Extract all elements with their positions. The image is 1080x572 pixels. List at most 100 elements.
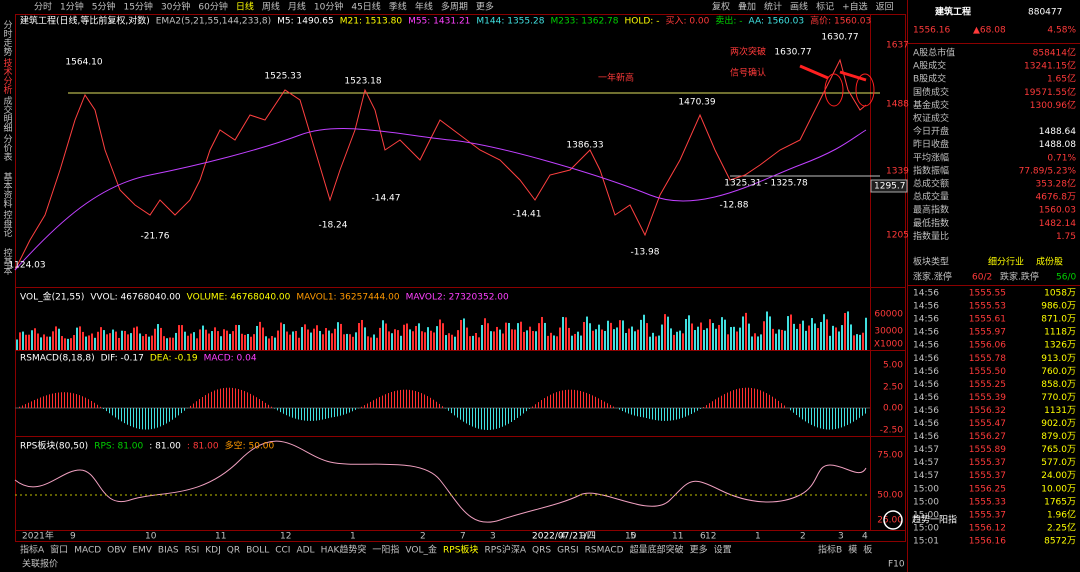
indicator-value: M233: 1362.78 — [550, 17, 618, 27]
tool-button[interactable]: 叠加 — [738, 2, 756, 13]
side-tab[interactable]: 技术分析 — [2, 57, 13, 95]
indicator-tab[interactable]: 模 — [848, 545, 857, 556]
macd-bar — [394, 391, 395, 408]
volume-bar — [37, 333, 39, 350]
volume-bar — [298, 337, 300, 350]
period-tab[interactable]: 45日线 — [351, 1, 380, 13]
stat-label: 最高指数 — [913, 204, 949, 216]
period-tab[interactable]: 年线 — [415, 1, 433, 13]
price-axis-label: 1637 — [886, 41, 909, 51]
volume-bar — [508, 323, 510, 350]
indicator-tab[interactable]: MACD — [74, 546, 101, 556]
period-tab[interactable]: 月线 — [288, 1, 306, 13]
indicator-tab[interactable]: 指标B — [818, 544, 842, 556]
period-tab[interactable]: 1分钟 — [60, 1, 84, 13]
volume-bar — [127, 334, 129, 350]
x-axis-label: 11 — [215, 532, 226, 542]
macd-bar — [205, 395, 206, 408]
volume-bar — [499, 329, 501, 350]
indicator-tab[interactable]: EMV — [132, 546, 152, 556]
macd-bar — [274, 408, 275, 409]
macd-bar — [268, 404, 269, 408]
indicator-tab[interactable]: 超量底部突破 — [630, 544, 684, 556]
x-axis-label: 1 — [755, 532, 761, 542]
indicator-tab[interactable]: 更多 — [690, 544, 708, 556]
period-tab[interactable]: 10分钟 — [314, 1, 343, 13]
tool-button[interactable]: 标记 — [816, 1, 834, 13]
macd-bar — [673, 408, 674, 421]
side-tab[interactable]: 控盘论 — [2, 209, 13, 237]
indicator-tab[interactable]: BOLL — [246, 546, 269, 556]
indicator-tab[interactable]: ADL — [296, 546, 314, 556]
indicator-tab[interactable]: RSI — [185, 546, 200, 556]
indicator-tab[interactable]: 窗口 — [50, 544, 68, 556]
volume-bar — [622, 320, 624, 350]
period-tab[interactable]: 多周期 — [441, 1, 468, 13]
period-tab[interactable]: 更多 — [476, 1, 494, 13]
indicator-tab[interactable]: CCI — [275, 546, 290, 556]
macd-bar — [373, 400, 374, 408]
indicator-tab[interactable]: RSMACD — [585, 546, 624, 556]
macd-bar — [295, 408, 296, 419]
panel-axis-label: 5.00 — [883, 361, 903, 371]
indicator-value: HOLD: - — [625, 17, 660, 27]
period-tab[interactable]: 日线 — [236, 1, 254, 13]
indicator-tab[interactable]: 一阳指 — [372, 544, 399, 556]
volume-bar — [34, 328, 36, 350]
macd-bar — [556, 392, 557, 408]
indicator-tab[interactable]: 设置 — [714, 545, 732, 556]
volume-bar — [97, 331, 99, 350]
volume-bar — [775, 333, 777, 350]
indicator-tab[interactable]: QR — [227, 546, 240, 556]
volume-bar — [157, 324, 159, 350]
volume-bar — [628, 328, 630, 350]
stat-label: 昨日收盘 — [913, 138, 949, 150]
volume-bar — [55, 326, 57, 350]
macd-bar — [814, 408, 815, 427]
sector-link[interactable]: 细分行业 — [988, 256, 1024, 268]
price-axis-label: 1205 — [886, 231, 909, 241]
macd-bar — [454, 408, 455, 416]
indicator-tab[interactable]: OBV — [107, 546, 127, 556]
side-tab[interactable]: 基本资料 — [2, 171, 13, 209]
volume-bar — [718, 324, 720, 350]
period-tab[interactable]: 15分钟 — [123, 1, 152, 13]
tool-button[interactable]: 复权 — [712, 1, 730, 13]
indicator-tab[interactable]: RPS沪深A — [484, 544, 526, 556]
indicator-tab[interactable]: KDJ — [205, 546, 221, 556]
indicator-tab[interactable]: RPS板块 — [443, 544, 478, 556]
tool-button[interactable]: 返回 — [876, 1, 894, 13]
tick-volume: 1058万 — [1044, 289, 1076, 299]
tool-button[interactable]: +自选 — [842, 1, 868, 13]
indicator-tab[interactable]: BIAS — [158, 546, 179, 556]
macd-bar — [520, 408, 521, 416]
indicator-tab[interactable]: GRSI — [557, 546, 579, 556]
period-tab[interactable]: 5分钟 — [92, 1, 116, 13]
period-tab[interactable]: 30分钟 — [161, 1, 190, 13]
indicator-tab[interactable]: QRS — [532, 546, 551, 556]
period-tab[interactable]: 60分钟 — [198, 1, 227, 13]
period-tab[interactable]: 周线 — [262, 1, 280, 13]
indicator-tab[interactable]: 指标A — [20, 544, 45, 556]
stat-value: 1.75 — [1056, 232, 1076, 242]
period-tab[interactable]: 季线 — [389, 1, 407, 13]
period-tab[interactable]: 分时 — [34, 1, 52, 13]
macd-bar — [640, 408, 641, 417]
side-tab[interactable]: 分价表 — [2, 134, 13, 162]
volume-bar — [568, 327, 570, 350]
side-tab[interactable]: 控基本 — [2, 247, 13, 276]
tool-button[interactable]: 画线 — [790, 1, 808, 13]
macd-bar — [160, 408, 161, 427]
sector-link[interactable]: 成份股 — [1036, 256, 1063, 268]
indicator-tab[interactable]: VOL_金 — [405, 544, 437, 556]
tick-volume: 858.0万 — [1041, 380, 1076, 390]
tool-button[interactable]: 统计 — [764, 1, 782, 13]
stat-value: 0.71% — [1047, 153, 1076, 163]
side-tab[interactable]: 成交明细 — [2, 95, 13, 132]
indicator-tab[interactable]: 板 — [863, 544, 872, 556]
volume-bar — [61, 336, 63, 350]
indicator-tab[interactable]: HAK趋势突 — [321, 544, 367, 556]
side-tab[interactable]: 分时走势 — [2, 20, 13, 57]
macd-bar — [853, 408, 854, 422]
